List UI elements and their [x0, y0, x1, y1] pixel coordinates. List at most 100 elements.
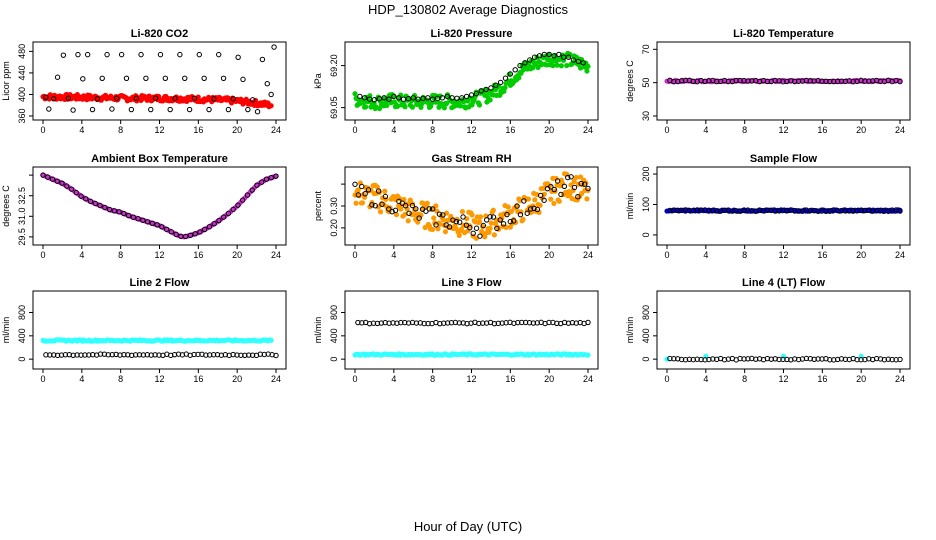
data-point [409, 202, 416, 209]
data-point [254, 108, 261, 115]
data-point [259, 56, 266, 63]
data-point [192, 231, 198, 237]
x-tick-label: 12 [154, 125, 164, 135]
data-point [381, 95, 387, 101]
x-tick-label: 24 [583, 250, 593, 260]
data-point [527, 206, 534, 212]
data-point [377, 209, 384, 215]
data-series [40, 337, 274, 344]
data-point [437, 221, 443, 227]
data-point [273, 352, 279, 359]
y-tick-label: 360 [17, 108, 27, 123]
chart-panel: Line 2 Flow ml/min 0 4 8 12 16 20 24 0 400 800 [1, 277, 287, 384]
x-tick-label: 0 [664, 125, 669, 135]
data-point [197, 229, 203, 235]
data-point [59, 180, 65, 186]
data-point [453, 218, 460, 225]
x-tick-label: 24 [895, 125, 905, 135]
data-point [392, 207, 399, 214]
data-point [367, 204, 373, 210]
data-point [468, 92, 475, 98]
data-point [359, 183, 365, 190]
x-tick-label: 16 [193, 125, 203, 135]
y-tick-label: 400 [17, 87, 27, 102]
data-point [187, 232, 194, 238]
data-point [502, 75, 509, 81]
data-point [235, 54, 241, 61]
data-point [157, 51, 164, 58]
x-tick-label: 24 [583, 374, 593, 384]
data-point [249, 187, 255, 193]
x-tick-label: 24 [895, 374, 905, 384]
data-point [355, 192, 362, 198]
y-tick-label: 480 [17, 44, 27, 59]
data-point [259, 179, 265, 185]
data-point [133, 95, 139, 101]
x-tick-label: 8 [118, 250, 123, 260]
data-point [46, 106, 52, 112]
data-point [273, 173, 279, 179]
data-point [551, 53, 557, 59]
panel-title: Gas Stream RH [431, 153, 511, 165]
data-point [567, 191, 573, 197]
data-point [565, 174, 571, 181]
data-point [118, 51, 125, 58]
data-point [89, 106, 96, 113]
data-point [531, 205, 537, 212]
data-point [567, 51, 573, 57]
x-tick-label: 0 [40, 250, 45, 260]
data-point [201, 226, 208, 233]
y-axis-label: ml/min [1, 317, 11, 344]
data-point [548, 196, 554, 202]
y-tick-label: 29.5 [17, 228, 27, 246]
data-point [512, 67, 518, 73]
y-tick-label: 400 [641, 328, 651, 343]
data-point [415, 96, 421, 102]
y-tick-label: 0 [641, 232, 651, 237]
data-point [128, 106, 135, 113]
data-series [352, 171, 591, 241]
x-tick-label: 12 [778, 250, 788, 260]
x-tick-label: 20 [232, 250, 242, 260]
data-point [686, 207, 693, 214]
x-tick-label: 12 [466, 374, 476, 384]
data-point [268, 337, 274, 343]
data-point [416, 215, 422, 221]
data-point [366, 96, 373, 102]
x-tick-label: 0 [352, 374, 357, 384]
data-point [897, 208, 903, 214]
data-point [585, 63, 591, 69]
data-point [382, 188, 388, 194]
panel-title: Sample Flow [750, 153, 818, 165]
data-point [196, 51, 203, 58]
data-point [431, 215, 437, 221]
data-point [365, 187, 372, 193]
data-point [497, 217, 503, 223]
data-point [399, 200, 405, 206]
data-point [352, 181, 358, 187]
data-point [45, 174, 51, 180]
data-point [144, 219, 151, 225]
x-tick-label: 12 [778, 125, 788, 135]
data-point [478, 88, 484, 94]
data-point [94, 96, 101, 102]
chart-panel: Li-820 Temperature degrees C 0 4 8 12 16 20 24 30… [625, 28, 911, 135]
data-point [360, 100, 367, 106]
data-point [578, 180, 584, 187]
x-tick-label: 8 [742, 250, 747, 260]
data-point [382, 193, 389, 200]
data-point [459, 208, 466, 215]
x-tick-label: 24 [271, 374, 281, 384]
data-point [577, 174, 584, 180]
x-tick-label: 16 [817, 250, 827, 260]
data-point [405, 95, 412, 102]
data-point [206, 224, 213, 230]
data-point [473, 90, 480, 97]
data-point [114, 95, 120, 101]
data-point [355, 187, 361, 193]
data-point [238, 352, 244, 358]
data-point [167, 106, 173, 113]
data-point [517, 197, 523, 204]
x-tick-label: 20 [856, 125, 866, 135]
data-point [363, 104, 369, 110]
